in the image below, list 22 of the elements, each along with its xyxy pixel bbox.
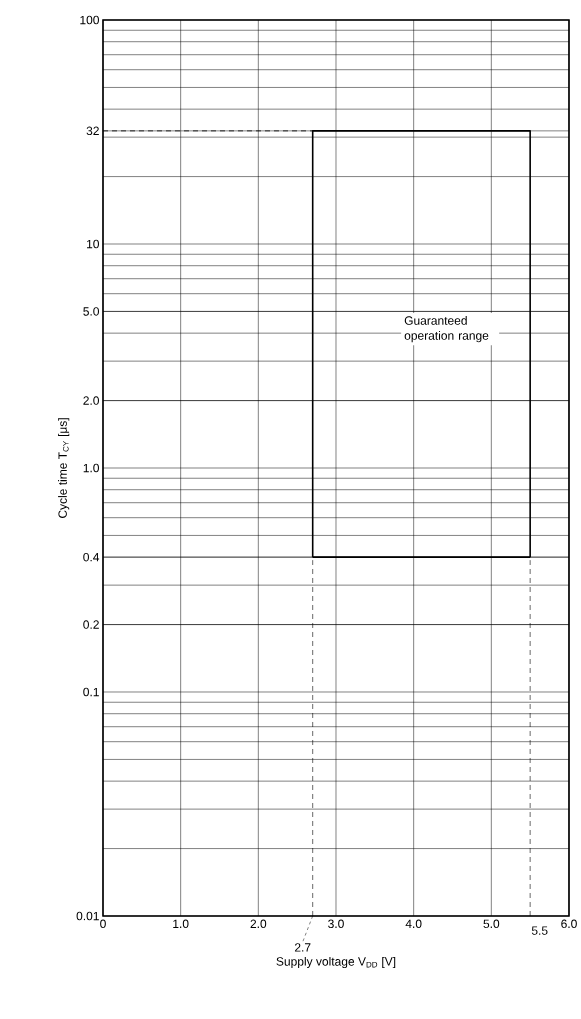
y-tick-label: 0.2 xyxy=(83,620,100,629)
ref-line-label: 5.5 xyxy=(532,926,548,935)
y-axis-title: Cycle time T$_{CY}$ [μs] xyxy=(58,418,70,518)
x-tick-label: 3.0 xyxy=(328,919,345,929)
y-tick-label: 10 xyxy=(87,239,100,249)
ref-line-label: 2.7 xyxy=(295,943,311,952)
y-tick-label: 0.1 xyxy=(83,687,100,697)
x-tick-label: 5.0 xyxy=(483,919,500,929)
y-tick-label: 2.0 xyxy=(83,396,100,405)
y-tick-label: 0.01 xyxy=(76,911,100,921)
x-tick-label: 6.0 xyxy=(561,919,578,929)
y-tick-label: 100 xyxy=(80,15,100,25)
y-tick-label: 5.0 xyxy=(83,307,100,316)
x-tick-label: 0 xyxy=(100,919,107,929)
x-tick-label: 2.0 xyxy=(250,919,267,929)
x-axis-title: Supply voltage V$_{DD}$ [V] xyxy=(276,956,396,969)
annotation: Guaranteed operation range xyxy=(404,316,489,343)
y-tick-label: 0.4 xyxy=(83,552,100,562)
y-tick-label: 1.0 xyxy=(83,463,100,473)
x-tick-label: 4.0 xyxy=(405,919,422,929)
x-tick-label: 1.0 xyxy=(173,919,189,929)
y-tick-label: 32 xyxy=(86,126,100,136)
